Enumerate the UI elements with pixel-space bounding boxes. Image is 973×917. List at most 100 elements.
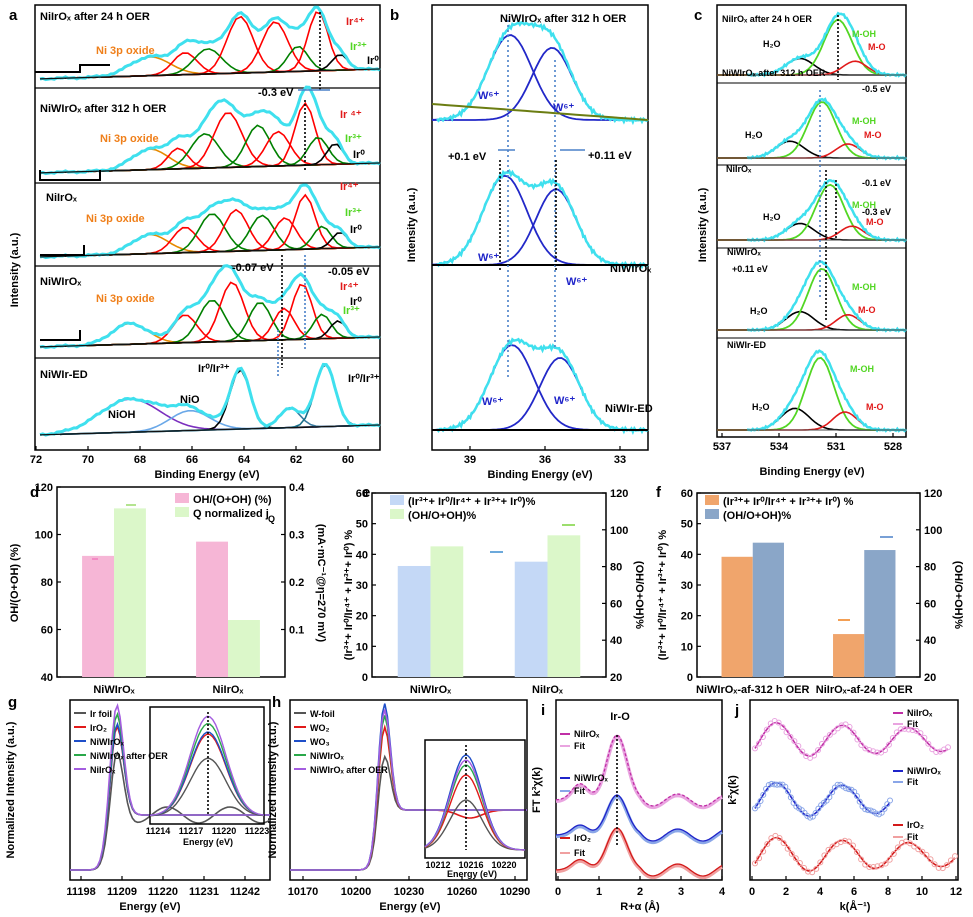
panel-g-legend-label: NiWIrOₓ (90, 737, 124, 747)
panel-j-data-point (850, 729, 857, 736)
panel-f-bar (833, 634, 865, 677)
panel-c-label-h2o: H₂O (750, 306, 768, 316)
panel-g-inset-curve (149, 731, 265, 817)
panel-j-data-point (866, 747, 873, 754)
panel-a-step-line (40, 245, 85, 256)
panel-j-data-point (818, 740, 825, 747)
panel-d-category-label: NiWIrOₓ (93, 684, 135, 696)
panel-j-data-point (834, 725, 841, 732)
panel-d-bar (196, 541, 228, 677)
panel-c-label-sh3: -0.3 eV (862, 207, 891, 217)
panel-a-label-ir03b: Ir⁰/Ir³⁺ (348, 373, 380, 385)
panel-i-legend-label: Fit (574, 786, 585, 796)
panel-f-legend-swatch (705, 495, 719, 505)
panel-c-label-h2o: H₂O (752, 402, 770, 412)
panel-c-label-mo: M-O (868, 42, 886, 52)
panel-a-xtick-label: 62 (290, 454, 302, 466)
panel-a-label-ir0a: Ir⁰ (367, 55, 379, 67)
panel-j-xtick-label: 4 (817, 886, 824, 898)
panel-d-ylabel-left: OH/(O+OH) (%) (9, 543, 21, 622)
panel-j-data-point (787, 733, 794, 740)
panel-c-xlabel: Binding Energy (eV) (759, 466, 864, 478)
panel-f-ytick-left-label: 30 (681, 580, 693, 592)
panel-f-ytick-right-label: 100 (924, 525, 942, 537)
panel-j-legend-label: NiWIrOₓ (907, 766, 941, 776)
panel-f-ytick-left-label: 20 (681, 611, 693, 623)
panel-c-frame (716, 4, 907, 438)
panel-g-legend-label: IrO₂ (90, 723, 107, 733)
panel-e-ytick-left-label: 40 (356, 549, 368, 561)
panel-f-bar (752, 542, 784, 677)
panel-j-data-point (882, 860, 889, 867)
panel-b-ylabel: Intensity (a.u.) (406, 187, 418, 262)
panel-b-label-s1: NiWIrOₓ after 312 h OER (500, 13, 626, 25)
panel-a-label-ir0c: Ir⁰ (350, 224, 362, 236)
panel-j-data-point (909, 727, 916, 734)
panel-c-label-sh1: -0.5 eV (862, 84, 891, 94)
panel-j-xtick-label: 0 (749, 886, 755, 898)
panel-h-xanes-curve (290, 724, 527, 871)
panel-j-data-point (846, 723, 853, 730)
panel-j-xlabel: k(Å⁻¹) (840, 900, 871, 913)
panel-a-background-line (39, 246, 381, 258)
panel-b-experimental-curve (436, 168, 649, 270)
panel-j-data-point (805, 868, 812, 875)
panel-j-legend-label: Fit (907, 832, 918, 842)
panel-b-label-sh1: +0.1 eV (448, 151, 487, 163)
panel-j-data-point (845, 838, 852, 845)
panel-b-label-s2: NiWIrOₓ (610, 263, 652, 275)
panel-a-label-nio: NiO (180, 394, 200, 406)
panel-b-label-w6: W⁶⁺ (554, 395, 575, 407)
panel-b-label-w2: W⁶⁺ (553, 102, 574, 114)
panel-j-data-point (853, 793, 860, 800)
panel-g-inset-curve (149, 715, 265, 817)
panel-c-moh-peak (717, 268, 906, 331)
panel-h-inset-tick-label: 10220 (491, 860, 516, 870)
panel-j-data-point (752, 745, 758, 752)
panel-d-legend-swatch (175, 507, 189, 517)
panel-g-letter: g (8, 694, 17, 711)
panel-c-xtick-label: 534 (770, 441, 789, 453)
panel-c-label-sh2: -0.1 eV (862, 178, 891, 188)
panel-e-legend-swatch (390, 495, 404, 505)
panel-a-experimental-curve (39, 5, 381, 82)
panel-d-ytick-left-label: 80 (41, 577, 53, 589)
panel-j-data-point (893, 729, 900, 736)
panel-f-ytick-left-label: 0 (687, 672, 693, 684)
panel-c-label-moh: M-OH (850, 364, 874, 374)
panel-g-legend-label: NiIrOₓ (90, 765, 116, 775)
panel-c-label-mo: M-O (866, 402, 884, 412)
panel-a-experimental-curve (39, 264, 381, 350)
panel-j-data-point (807, 814, 814, 821)
panel-g-xtick-label: 11231 (189, 886, 219, 898)
panel-g-xtick-label: 11198 (66, 886, 95, 898)
panel-c-label-s4: NiWIrOₓ (727, 247, 761, 257)
panel-i-xtick-label: 1 (596, 886, 602, 898)
panel-j-data-point (796, 859, 803, 866)
panel-j-fit-curve (754, 836, 956, 872)
panel-j-data-point (752, 860, 758, 867)
panel-j-xtick-label: 2 (783, 886, 789, 898)
panel-j-data-point (881, 805, 888, 812)
panel-j-data-point (854, 849, 861, 856)
panel-f-ytick-right-label: 80 (924, 562, 936, 574)
panel-i-legend-label: Fit (574, 741, 585, 751)
panel-j-data-point (776, 834, 783, 841)
panel-g-xtick-label: 11220 (148, 886, 178, 898)
panel-g-xlabel: Energy (eV) (119, 901, 180, 913)
panel-i-fit-curve (555, 794, 723, 842)
panel-c-label-moh: M-OH (852, 200, 876, 210)
panel-j-data-point (782, 783, 789, 790)
panel-j-data-point (830, 728, 837, 735)
panel-c-label-s1: NiIrOₓ after 24 h OER (722, 14, 812, 24)
panel-j-xtick-label: 10 (916, 886, 928, 898)
panel-j-data-point (765, 782, 772, 789)
panel-b-xtick-label: 36 (539, 454, 551, 466)
panel-b-xtick-label: 33 (614, 454, 626, 466)
panel-j-legend-label: Fit (907, 777, 918, 787)
panel-c-mo-peak (717, 411, 906, 431)
panel-a-label-s5: NiWIr-ED (40, 369, 88, 381)
panel-h-inset-tick-label: 10216 (458, 860, 483, 870)
panel-h-inset-frame (424, 739, 526, 859)
panel-h-xtick-label: 10290 (500, 886, 531, 898)
